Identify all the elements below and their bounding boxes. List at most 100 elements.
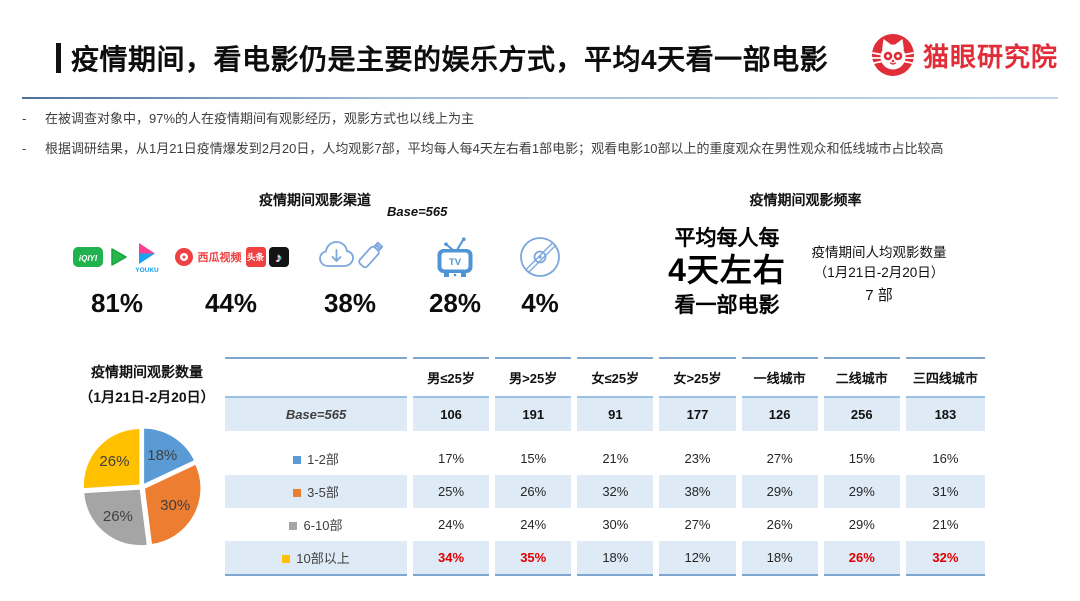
pie-label: 26%	[103, 508, 133, 525]
channel-item-download-usb: 38%	[294, 231, 406, 319]
iqiyi-text: iQIYI	[79, 254, 98, 263]
table-cell: 15%	[489, 442, 575, 475]
pie-label: 18%	[147, 447, 177, 464]
table-cell: 31%	[899, 475, 985, 508]
pie-chart: 18% 30% 26% 26%	[82, 427, 202, 547]
tv-icon: TV	[437, 237, 473, 277]
table-cell: 18%	[571, 541, 657, 575]
column-header: 男≤25岁	[406, 358, 493, 398]
cloud-download-usb-icon	[319, 241, 384, 269]
tv-icons: TV	[412, 231, 498, 283]
spacer-row	[225, 431, 985, 442]
table-cell: 29%	[817, 475, 903, 508]
table-cell: 29%	[735, 475, 821, 508]
table-cell: 30%	[571, 508, 657, 541]
pie-slice-3-5部	[143, 462, 202, 546]
frequency-line2: 4天左右	[668, 252, 786, 288]
table-cell: 24%	[489, 508, 575, 541]
legend-marker	[282, 555, 291, 563]
channel-value: 81%	[90, 288, 144, 318]
base-label: Base=565	[285, 407, 347, 422]
page-title: 疫情期间，看电影仍是主要的娱乐方式，平均4天看一部电影	[71, 44, 829, 75]
pie-slice-1-2部	[142, 427, 196, 487]
xigua-video-icon	[174, 248, 193, 266]
table-header-row: 男≤25岁 男>25岁 女≤25岁 女>25岁 一线城市 二线城市 三四线城市	[225, 358, 985, 398]
download-usb-icons	[294, 231, 406, 283]
legend-marker	[293, 456, 302, 464]
frequency-line3: 看一部电影	[674, 293, 780, 317]
column-header: 男>25岁	[489, 358, 575, 398]
toutiao-icon: 头条	[245, 247, 266, 267]
channel-value: 38%	[323, 288, 377, 318]
page-header: 疫情期间，看电影仍是主要的娱乐方式，平均4天看一部电影	[56, 38, 828, 78]
base-row: Base=565 106 191 91 177 126 256 183	[225, 397, 985, 431]
dvd-icons	[500, 231, 580, 283]
per-capita-period: （1月21日-2月20日）	[813, 265, 945, 281]
row-label-cell: 3-5部	[225, 475, 410, 508]
legend-marker	[289, 522, 298, 530]
table-cell: 35%	[489, 541, 575, 575]
row-label-cell: 1-2部	[225, 442, 410, 475]
tencent-video-icon	[111, 248, 127, 266]
xigua-text: 西瓜视频	[197, 252, 242, 264]
tv-text: TV	[449, 257, 462, 268]
row-label: 1-2部	[307, 452, 339, 467]
frequency-section-title: 疫情期间观影频率	[749, 192, 862, 208]
data-row-10部以上: 10部以上 34% 35% 18% 12% 18% 26% 32%	[225, 541, 985, 575]
table-cell: 23%	[653, 442, 739, 475]
base-value: 256	[817, 397, 903, 431]
column-header: 二线城市	[817, 358, 903, 398]
table-cell: 26%	[489, 475, 575, 508]
row-label: 10部以上	[296, 551, 350, 566]
frequency-line1: 平均每人每	[674, 227, 780, 250]
table-cell: 38%	[653, 475, 739, 508]
youku-text: YOUKU	[135, 267, 159, 274]
base-value: 106	[406, 397, 493, 431]
table-cell: 29%	[817, 508, 903, 541]
bullet-item: - 根据调研结果，从1月21日疫情爆发到2月20日，人均观影7部，平均每人每4天…	[22, 140, 1052, 158]
table-cell: 26%	[735, 508, 821, 541]
per-capita-label: 疫情期间人均观影数量	[811, 245, 947, 260]
iqiyi-icon: iQIYI	[73, 247, 103, 267]
channel-item-short-video-apps: 西瓜视频 头条 ♪ 44%	[170, 231, 292, 319]
column-header: 女≤25岁	[571, 358, 657, 398]
table-cell: 26%	[817, 541, 903, 575]
douyin-icon: ♪	[268, 247, 289, 267]
table-cell: 27%	[653, 508, 739, 541]
row-label-cell: 10部以上	[225, 541, 410, 575]
pie-chart-title: 疫情期间观影数量 （1月21日-2月20日）	[68, 360, 226, 410]
base-value: 191	[489, 397, 575, 431]
toutiao-text: 头条	[246, 252, 264, 262]
streaming-apps-icons: iQIYI YOUKU	[58, 231, 176, 283]
summary-bullets: - 在被调查对象中，97%的人在疫情期间有观影经历，观影方式也以线上为主 - 根…	[22, 110, 1052, 170]
bullet-text: 根据调研结果，从1月21日疫情爆发到2月20日，人均观影7部，平均每人每4天左右…	[45, 141, 944, 157]
table-cell: 32%	[899, 541, 985, 575]
column-header: 三四线城市	[899, 358, 985, 398]
channel-value: 28%	[428, 288, 482, 318]
channel-item-tv: TV 28%	[412, 231, 498, 319]
channel-item-dvd: 4%	[500, 231, 580, 319]
table-cell: 21%	[899, 508, 985, 541]
pie-label: 30%	[160, 497, 190, 514]
row-label: 6-10部	[303, 518, 343, 533]
header-divider	[22, 97, 1058, 99]
base-value: 126	[735, 397, 821, 431]
table-cell: 21%	[571, 442, 657, 475]
pie-slice-10部以上	[82, 427, 141, 490]
table-corner	[225, 358, 410, 398]
table-cell: 27%	[735, 442, 821, 475]
data-row-1-2部: 1-2部 17% 15% 21% 23% 27% 15% 16%	[225, 442, 985, 475]
table-cell: 17%	[406, 442, 493, 475]
row-label: 3-5部	[307, 485, 339, 500]
column-header: 女>25岁	[653, 358, 739, 398]
table-cell: 18%	[735, 541, 821, 575]
short-video-apps-icons: 西瓜视频 头条 ♪	[170, 231, 292, 283]
channel-value: 44%	[204, 288, 258, 318]
frequency-statement: 平均每人每 4天左右 看一部电影	[648, 222, 806, 319]
per-capita-count-block: 疫情期间人均观影数量 （1月21日-2月20日） 7 部	[793, 243, 965, 307]
base-value: 183	[899, 397, 985, 431]
channels-base-label: Base=565	[387, 204, 448, 219]
bullet-item: - 在被调查对象中，97%的人在疫情期间有观影经历，观影方式也以线上为主	[22, 110, 1052, 128]
segments-table: 男≤25岁 男>25岁 女≤25岁 女>25岁 一线城市 二线城市 三四线城市 Base=56…	[225, 357, 985, 576]
